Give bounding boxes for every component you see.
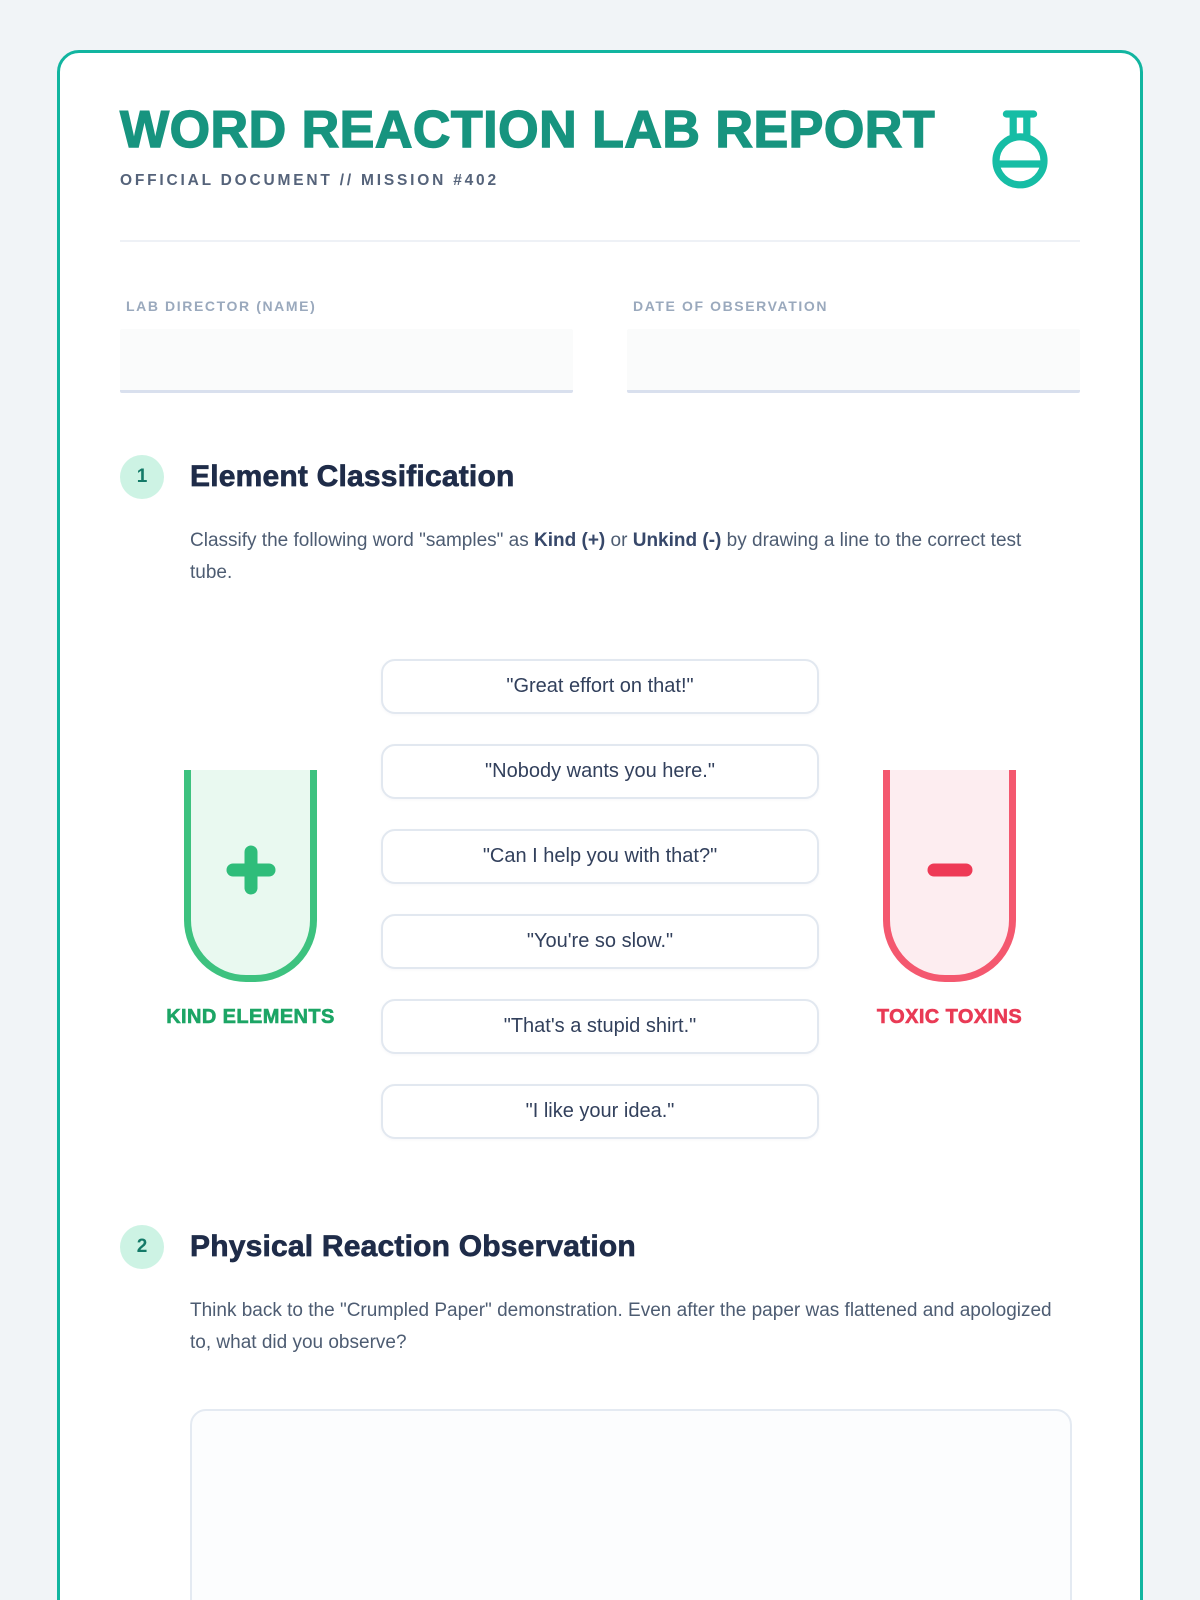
kind-tube-column: KIND ELEMENTS bbox=[120, 769, 381, 1029]
unkind-term: Unkind (-) bbox=[632, 530, 722, 551]
section-2-number-badge: 2 bbox=[120, 1225, 164, 1269]
instruction-text: by drawing a line to the correct test tu… bbox=[190, 530, 1022, 583]
word-sample[interactable]: "Nobody wants you here." bbox=[381, 744, 819, 799]
word-sample[interactable]: "I like your idea." bbox=[381, 1084, 819, 1139]
kind-tube-label: KIND ELEMENTS bbox=[166, 1005, 335, 1028]
section-2-header: 2 Physical Reaction Observation bbox=[120, 1225, 1080, 1269]
word-sample[interactable]: "That's a stupid shirt." bbox=[381, 999, 819, 1054]
word-samples-list: "Great effort on that!" "Nobody wants yo… bbox=[381, 659, 819, 1139]
word-sample[interactable]: "Great effort on that!" bbox=[381, 659, 819, 714]
header: WORD REACTION LAB REPORT OFFICIAL DOCUME… bbox=[119, 101, 1080, 196]
observation-answer-textarea[interactable] bbox=[190, 1409, 1072, 1600]
lab-report-card: WORD REACTION LAB REPORT OFFICIAL DOCUME… bbox=[57, 50, 1143, 1600]
section-1-number-badge: 1 bbox=[120, 455, 164, 499]
report-fields: LAB DIRECTOR (NAME) DATE OF OBSERVATION bbox=[120, 298, 1080, 393]
lab-director-field-group: LAB DIRECTOR (NAME) bbox=[120, 298, 573, 393]
lab-director-label: LAB DIRECTOR (NAME) bbox=[126, 298, 317, 314]
section-2-title: Physical Reaction Observation bbox=[190, 1230, 636, 1264]
kind-term: Kind (+) bbox=[534, 530, 606, 551]
observation-date-label: DATE OF OBSERVATION bbox=[633, 298, 829, 314]
classification-area: KIND ELEMENTS "Great effort on that!" "N… bbox=[120, 659, 1080, 1139]
lab-director-input[interactable] bbox=[120, 329, 573, 393]
kind-test-tube[interactable] bbox=[184, 769, 317, 982]
minus-icon bbox=[924, 844, 976, 901]
instruction-text: or bbox=[605, 530, 633, 551]
toxic-tube-label: TOXIC TOXINS bbox=[876, 1005, 1023, 1028]
header-text: WORD REACTION LAB REPORT OFFICIAL DOCUME… bbox=[119, 101, 936, 190]
plus-icon bbox=[225, 844, 277, 901]
page-title: WORD REACTION LAB REPORT bbox=[119, 101, 936, 159]
observation-date-field-group: DATE OF OBSERVATION bbox=[627, 298, 1080, 393]
observation-date-input[interactable] bbox=[627, 329, 1080, 393]
section-1-title: Element Classification bbox=[190, 460, 515, 494]
word-sample[interactable]: "Can I help you with that?" bbox=[381, 829, 819, 884]
toxic-tube-column: TOXIC TOXINS bbox=[819, 769, 1080, 1029]
section-1-instructions: Classify the following word "samples" as… bbox=[190, 525, 1062, 589]
flask-icon bbox=[988, 105, 1052, 196]
header-divider bbox=[120, 240, 1080, 242]
word-sample[interactable]: "You're so slow." bbox=[381, 914, 819, 969]
toxic-test-tube[interactable] bbox=[883, 769, 1016, 982]
section-2-instructions: Think back to the "Crumpled Paper" demon… bbox=[190, 1300, 1052, 1353]
page-subtitle: OFFICIAL DOCUMENT // MISSION #402 bbox=[120, 171, 499, 189]
instruction-text: Classify the following word "samples" as bbox=[190, 530, 535, 551]
section-1-header: 1 Element Classification bbox=[120, 455, 1080, 499]
